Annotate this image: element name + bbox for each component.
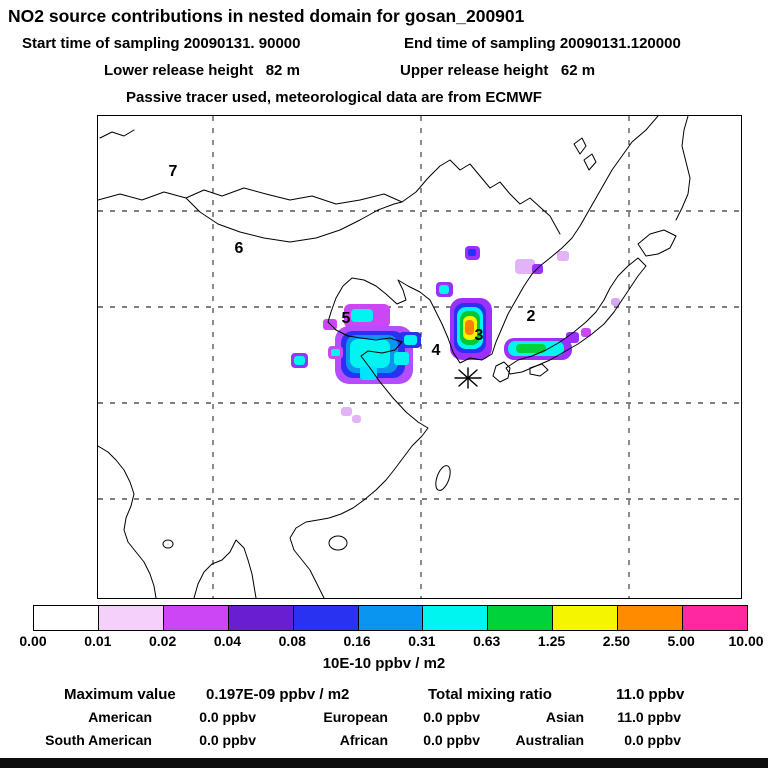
start-time-label: Start time of sampling 20090131. 90000 <box>22 35 301 52</box>
colorbar-unit-label: 10E-10 ppbv / m2 <box>322 655 446 672</box>
colorbar-segment <box>34 606 98 630</box>
hainan-island <box>328 535 348 551</box>
total-mixing-value: 11.0 ppbv <box>616 686 685 703</box>
colorbar-segment <box>617 606 683 630</box>
region-value: 0.0 ppbv <box>423 709 480 725</box>
region-value: 0.0 ppbv <box>624 732 681 748</box>
concentration-patch <box>360 366 377 380</box>
colorbar-segment <box>227 606 293 630</box>
concentration-patch <box>566 332 579 343</box>
colorbar-segment <box>292 606 358 630</box>
region-mixing-row-1: American 0.0 ppbv European 0.0 ppbv Asia… <box>0 709 690 725</box>
colorbar-segment <box>422 606 488 630</box>
bottom-edge-strip <box>0 758 768 768</box>
colorbar <box>33 605 748 631</box>
colorbar-segment <box>97 606 163 630</box>
total-mixing-label: Total mixing ratio <box>428 686 552 703</box>
concentration-patches <box>291 246 620 423</box>
concentration-patch <box>515 259 535 274</box>
concentration-patch <box>351 309 373 322</box>
region-number-label: 3 <box>475 327 484 344</box>
concentration-patch <box>557 251 569 261</box>
concentration-patch <box>294 356 305 365</box>
region-value: 0.0 ppbv <box>199 732 256 748</box>
region-name: Asian <box>545 709 584 725</box>
topleft-border-fragment <box>99 129 135 139</box>
region-number-label: 5 <box>342 310 351 327</box>
region-number-labels: 7 6 5 4 3 2 <box>169 163 536 359</box>
concentration-patch <box>465 320 474 335</box>
colorbar-tick-label: 10.00 <box>728 633 764 649</box>
mainland-coastline <box>289 116 659 598</box>
colorbar-tick-label: 0.31 <box>408 633 436 649</box>
concentration-patch <box>404 335 417 345</box>
tracer-info-label: Passive tracer used, meteorological data… <box>126 89 542 106</box>
region-mixing-row-2: South American 0.0 ppbv African 0.0 ppbv… <box>0 732 690 748</box>
upper-release-label: Upper release height 62 m <box>400 62 596 79</box>
region-name: American <box>88 709 152 725</box>
concentration-patch <box>352 415 361 423</box>
colorbar-tick-label: 0.16 <box>343 633 371 649</box>
southwest-coastline-2 <box>193 539 257 598</box>
region-value: 0.0 ppbv <box>199 709 256 725</box>
small-islands-northeast <box>573 137 597 171</box>
maximum-value: 0.197E-09 ppbv / m2 <box>206 686 350 703</box>
sakhalin-coastline <box>675 116 691 221</box>
colorbar-tick-label: 2.50 <box>602 633 630 649</box>
region-number-label: 4 <box>432 342 441 359</box>
region-value: 11.0 ppbv <box>617 709 681 725</box>
colorbar-tick-label: 1.25 <box>537 633 566 649</box>
map-svg: 7 6 5 4 3 2 <box>98 116 741 598</box>
colorbar-segment <box>357 606 423 630</box>
hokkaido-coastline <box>637 229 677 257</box>
concentration-patch <box>468 249 476 256</box>
colorbar-tick-label: 0.08 <box>278 633 306 649</box>
concentration-patch <box>331 349 340 356</box>
honshu-coastline <box>505 257 647 375</box>
region-name: South American <box>45 732 152 748</box>
graticule <box>98 116 741 598</box>
shikoku-coastline <box>529 363 549 377</box>
concentration-patch <box>350 339 390 368</box>
colorbar-tick-labels: 0.00 0.01 0.02 0.04 0.08 0.16 0.31 0.63 1.25 2.50… <box>19 633 763 649</box>
colorbar-tick-label: 0.63 <box>473 633 501 649</box>
region-number-label: 6 <box>235 240 244 257</box>
region-number-label: 2 <box>527 308 536 325</box>
colorbar-tick-label: 5.00 <box>667 633 695 649</box>
region-name: African <box>339 732 388 748</box>
page-title: NO2 source contributions in nested domai… <box>8 6 525 26</box>
region-name: European <box>323 709 388 725</box>
colorbar-segment <box>162 606 228 630</box>
concentration-patch <box>516 344 546 353</box>
colorbar-segment <box>682 606 747 630</box>
region-value: 0.0 ppbv <box>423 732 480 748</box>
end-time-label: End time of sampling 20090131.120000 <box>404 35 681 52</box>
receptor-star-marker <box>454 367 482 389</box>
concentration-patch <box>581 328 591 337</box>
coastlines <box>98 116 691 598</box>
taiwan-island <box>435 465 451 491</box>
concentration-patch <box>394 352 409 365</box>
southwest-coastline-1 <box>98 445 157 598</box>
concentration-patch <box>439 285 449 294</box>
mongolia-border-line <box>185 197 403 243</box>
lower-release-label: Lower release height 82 m <box>104 62 300 79</box>
region-name: Australian <box>515 732 584 748</box>
colorbar-segment <box>487 606 553 630</box>
concentration-patch <box>611 298 620 306</box>
kyushu-coastline <box>492 361 511 383</box>
map-panel: 7 6 5 4 3 2 <box>97 115 742 599</box>
colorbar-segment <box>552 606 618 630</box>
region-number-label: 7 <box>169 163 178 180</box>
maximum-value-label: Maximum value <box>64 686 176 703</box>
small-island-southwest <box>162 539 174 549</box>
northern-border-line <box>98 159 561 235</box>
concentration-patch <box>341 407 352 416</box>
colorbar-tick-label: 0.00 <box>19 633 47 649</box>
colorbar-tick-label: 0.04 <box>213 633 242 649</box>
colorbar-tick-label: 0.02 <box>149 633 177 649</box>
colorbar-tick-label: 0.01 <box>84 633 112 649</box>
